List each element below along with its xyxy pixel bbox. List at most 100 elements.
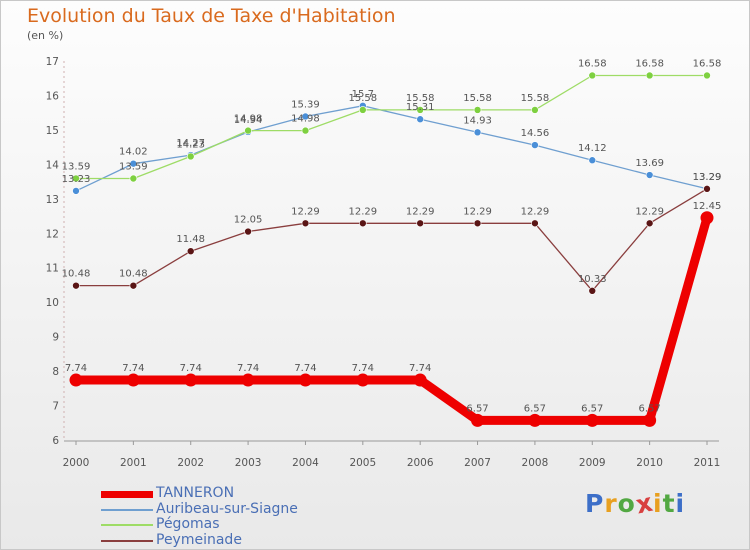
x-tick-label: 2002 — [177, 457, 204, 469]
y-tick-label: 9 — [52, 332, 59, 344]
data-label: 15.31 — [406, 102, 435, 113]
data-label: 16.58 — [693, 58, 722, 69]
data-point — [186, 247, 195, 255]
data-label: 13.59 — [119, 161, 148, 172]
data-point — [531, 141, 539, 149]
data-label: 10.48 — [62, 269, 91, 280]
data-label: 15.7 — [352, 89, 374, 100]
data-label: 13.29 — [693, 172, 722, 183]
data-point — [129, 281, 138, 290]
data-label: 7.74 — [237, 363, 259, 374]
series-line-tanneron — [71, 213, 712, 425]
series-line-p-gomas — [75, 74, 708, 180]
x-tick-label: 2007 — [464, 457, 491, 469]
data-label: 7.74 — [409, 363, 431, 374]
data-point — [301, 126, 310, 135]
legend-label: TANNERON — [156, 485, 235, 501]
data-label: 12.29 — [291, 206, 320, 217]
data-label: 14.94 — [234, 115, 263, 126]
y-tick-label: 14 — [46, 159, 60, 171]
series-line-peymeinade — [75, 188, 708, 292]
data-label: 14.23 — [176, 139, 205, 150]
data-point — [643, 413, 657, 427]
legend-swatch — [101, 524, 153, 526]
data-label: 12.05 — [234, 215, 263, 226]
y-tick-label: 6 — [52, 435, 59, 447]
data-label: 14.02 — [119, 147, 148, 158]
data-point — [471, 413, 485, 427]
x-tick-label: 2009 — [579, 457, 606, 469]
x-tick-label: 2003 — [235, 457, 262, 469]
data-point — [72, 281, 80, 290]
logo-letter: i — [653, 489, 663, 518]
data-point — [298, 373, 312, 387]
data-label: 12.45 — [693, 201, 722, 212]
y-tick-label: 7 — [52, 401, 59, 413]
legend-label: Peymeinade — [156, 531, 242, 548]
data-label: 15.39 — [291, 99, 320, 110]
data-label: 14.56 — [521, 128, 550, 139]
data-point — [244, 126, 252, 135]
data-point — [129, 174, 138, 183]
data-point — [588, 156, 597, 165]
proxiti-logo: Proxiti — [585, 488, 686, 520]
data-point — [473, 106, 482, 114]
data-label: 12.29 — [635, 206, 664, 217]
legend-swatch — [101, 539, 153, 542]
data-point — [129, 159, 138, 168]
series-tanneron — [69, 211, 714, 427]
data-point — [416, 106, 424, 114]
data-label: 12.29 — [348, 206, 377, 217]
data-point — [645, 171, 654, 179]
data-point — [126, 373, 140, 387]
data-label: 7.74 — [65, 363, 87, 374]
data-label: 13.59 — [62, 161, 91, 172]
data-point — [531, 106, 539, 114]
data-label: 13.23 — [62, 174, 91, 185]
logo-letter: i — [675, 489, 686, 518]
data-point — [528, 413, 542, 427]
data-label: 6.57 — [466, 403, 488, 414]
chart-series — [69, 71, 714, 427]
data-point — [416, 115, 424, 124]
data-point — [356, 373, 370, 387]
data-point — [241, 373, 255, 387]
data-label: 14.27 — [176, 138, 205, 149]
data-point — [359, 219, 367, 228]
x-tick-label: 2001 — [120, 457, 147, 469]
y-tick-label: 16 — [46, 90, 60, 102]
data-label: 15.58 — [348, 93, 377, 104]
series-auribeau-sur-siagne — [72, 101, 711, 195]
chart-title: Evolution du Taux de Taxe d'Habitation — [27, 5, 396, 27]
logo-letter: r — [604, 489, 618, 518]
y-tick-label: 10 — [46, 297, 59, 309]
series-p-gomas — [72, 71, 711, 183]
chart-data-labels: 13.23 14.02 14.27 14.94 15.39 15.7 15.31 14.93 1… — [62, 58, 722, 414]
legend-label: Auribeau-sur-Siagne — [156, 500, 298, 517]
chart-axes: 6 7 8 9 10 11 12 13 14 15 16 17 2000 2001 2002 2003 2004… — [46, 56, 721, 469]
legend-swatch — [101, 490, 153, 498]
data-label: 6.57 — [639, 403, 661, 414]
data-label: 14.12 — [578, 143, 607, 154]
data-label: 13.29 — [693, 172, 722, 183]
data-label: 7.74 — [352, 363, 374, 374]
data-point — [186, 152, 195, 161]
data-label: 11.48 — [176, 234, 205, 245]
chart-unit-label: (en %) — [27, 29, 64, 42]
data-point — [359, 106, 367, 114]
logo-letter: t — [662, 489, 676, 518]
data-label: 15.58 — [521, 93, 550, 104]
data-point — [588, 71, 597, 80]
x-tick-label: 2006 — [407, 457, 434, 469]
data-label: 7.74 — [294, 363, 316, 374]
series-line-auribeau-sur-siagne — [75, 105, 708, 192]
data-point — [703, 71, 711, 80]
data-label: 15.58 — [406, 93, 435, 104]
data-point — [416, 219, 424, 228]
y-tick-label: 12 — [46, 228, 59, 240]
data-point — [645, 71, 654, 80]
data-point — [585, 413, 599, 427]
data-label: 6.57 — [581, 403, 603, 414]
data-point — [645, 219, 654, 228]
